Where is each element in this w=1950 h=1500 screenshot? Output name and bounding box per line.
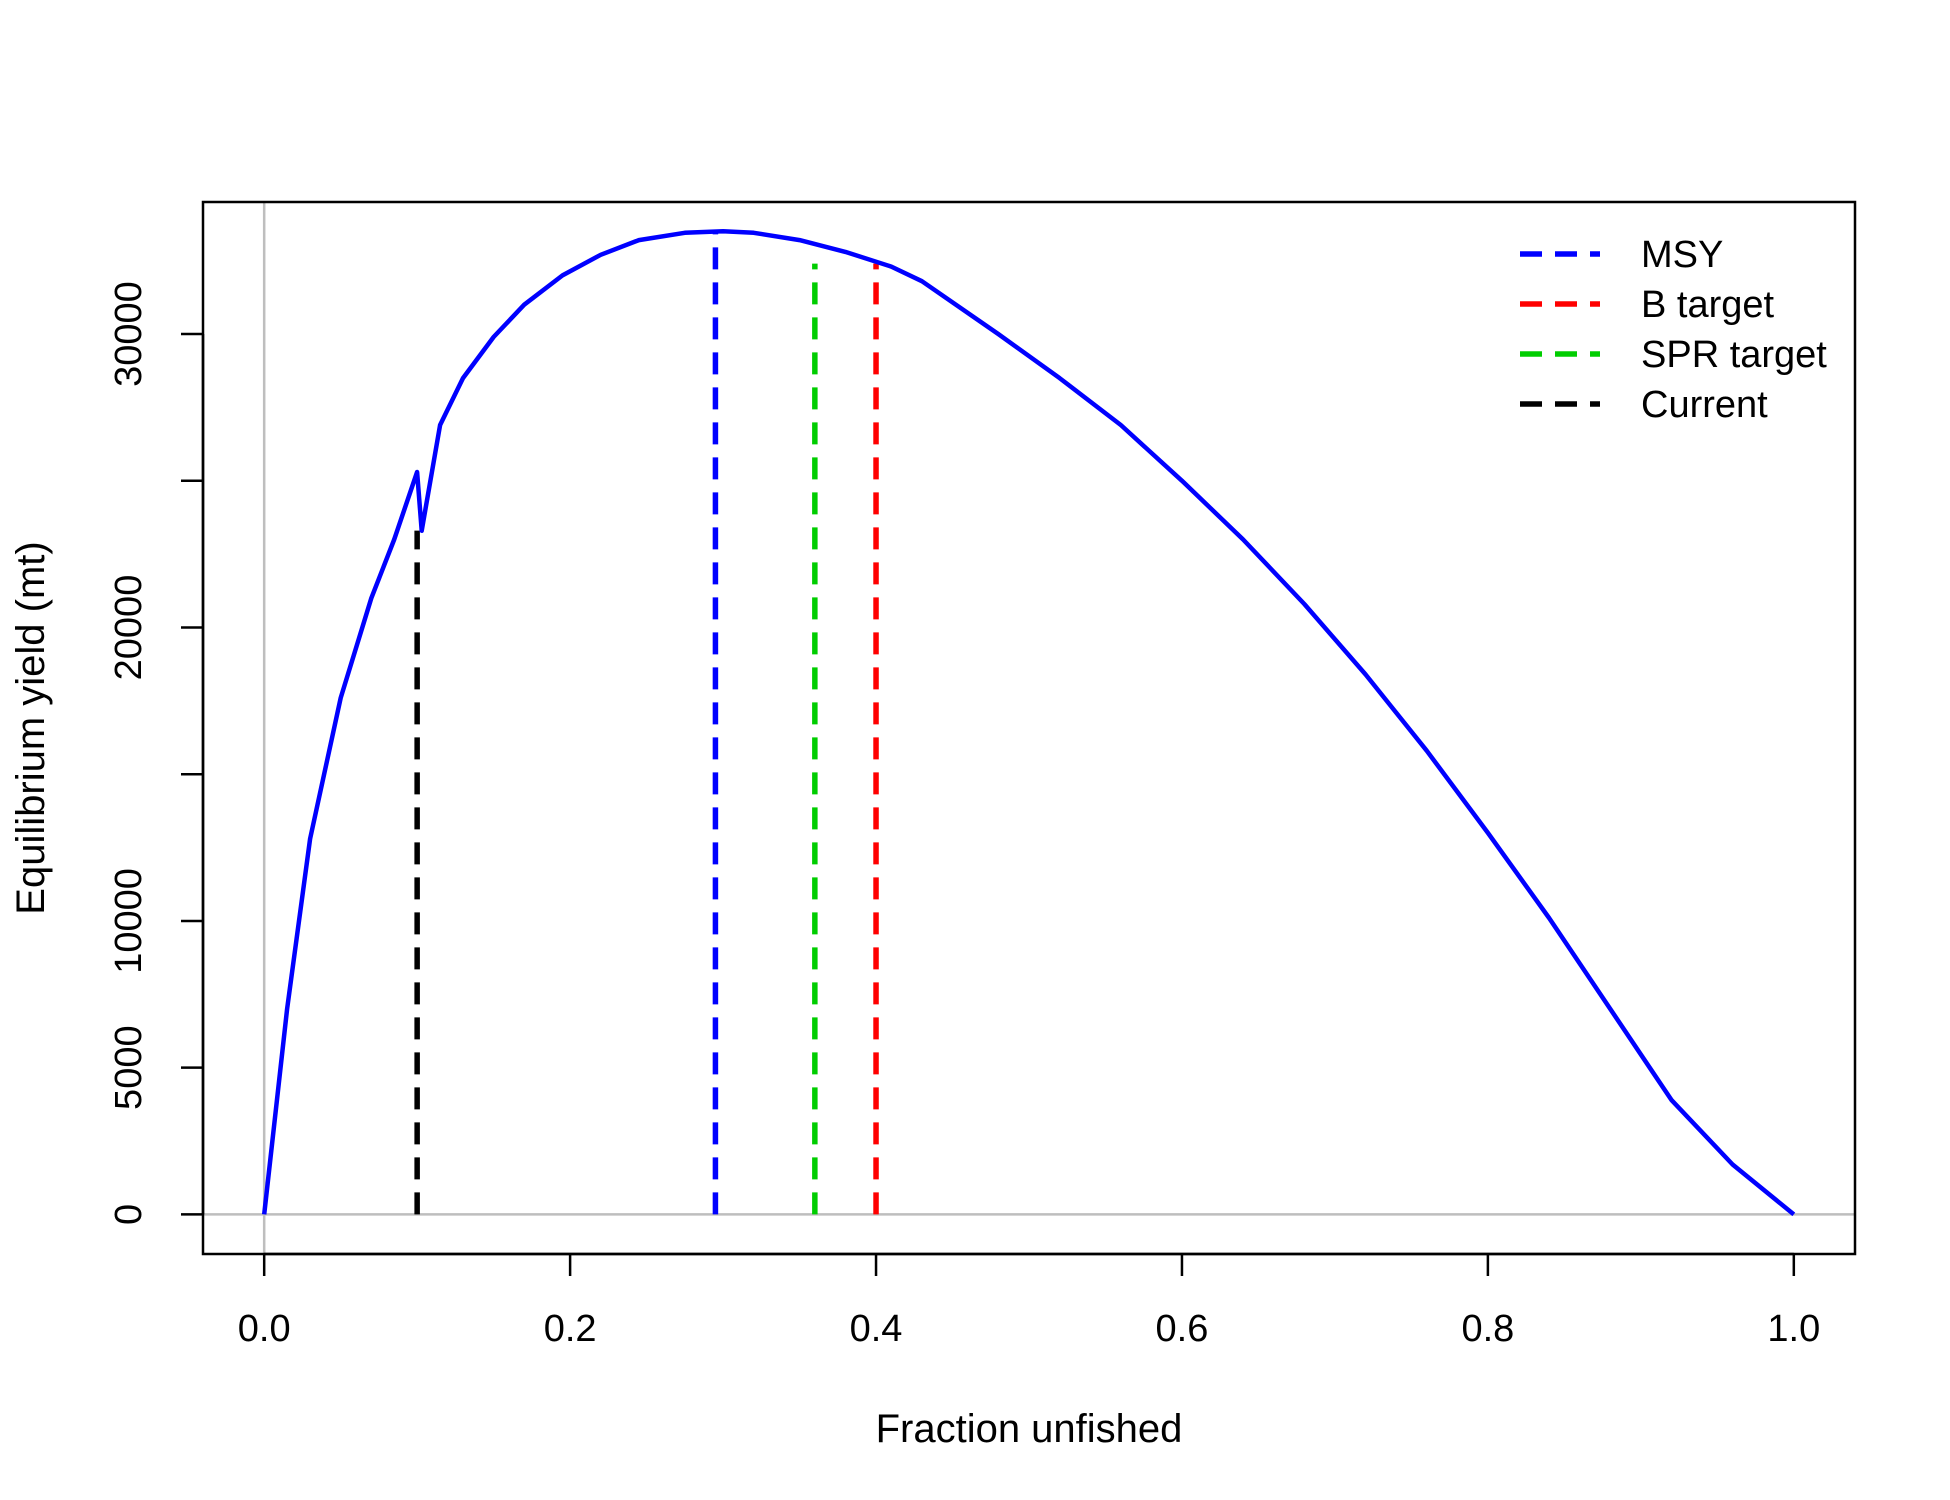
reference-lines [203,202,1855,1254]
x-tick-label: 0.6 [1156,1308,1209,1350]
legend-label-spr-target: SPR target [1641,334,1827,376]
x-axis-title: Fraction unfished [876,1407,1183,1451]
legend-label-b-target: B target [1641,284,1775,326]
yield-curve-line [261,229,1796,1217]
x-tick-label: 0.2 [544,1308,597,1350]
x-tick-label: 0.8 [1461,1308,1514,1350]
y-tick-label: 20000 [108,575,150,681]
x-tick-label: 0.0 [238,1308,291,1350]
y-tick-label: 0 [108,1204,150,1225]
legend-label-current: Current [1641,384,1768,426]
x-tick-label: 1.0 [1767,1308,1820,1350]
plot-frame [201,200,1857,1256]
y-tick-label: 30000 [108,281,150,387]
x-tick-label: 0.4 [850,1308,903,1350]
legend: MSY B target SPR target Current [1520,234,1827,426]
yield-curve-layer [261,229,1796,1217]
marker-lines [414,231,879,1215]
y-axis-title: Equilibrium yield (mt) [9,541,53,914]
legend-label-msy: MSY [1641,234,1723,276]
y-tick-label: 5000 [108,1025,150,1110]
y-tick-label: 10000 [108,868,150,974]
y-axis: 0 5000 10000 20000 30000 [108,281,205,1225]
x-axis: 0.0 0.2 0.4 0.6 0.8 1.0 [238,1252,1820,1350]
